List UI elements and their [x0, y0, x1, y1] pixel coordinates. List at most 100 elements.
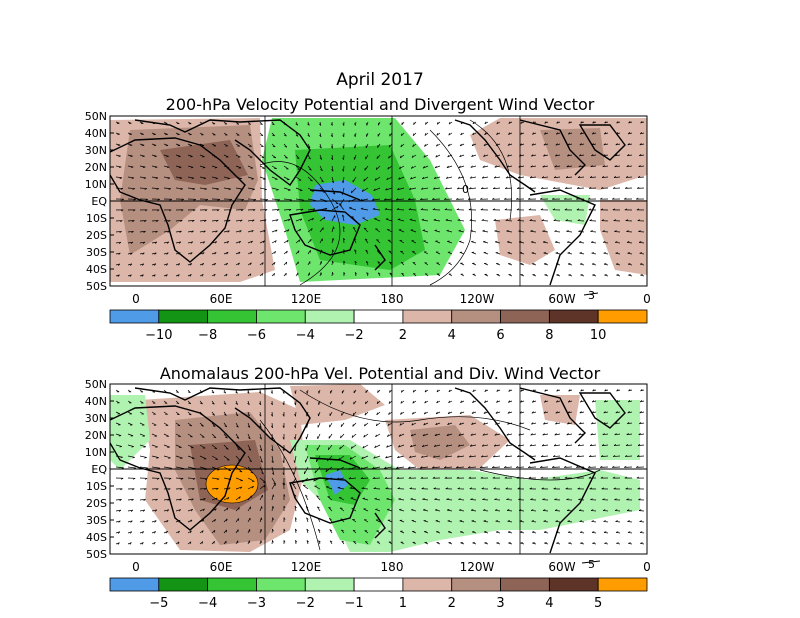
wind-vector — [601, 444, 609, 447]
wind-vector-head — [421, 455, 424, 458]
wind-vector-head — [576, 208, 580, 211]
wind-vector — [354, 154, 357, 160]
wind-vector-head — [321, 180, 324, 183]
wind-vector-head — [270, 425, 273, 428]
wind-vector-head — [216, 209, 220, 212]
wind-vector-head — [282, 472, 285, 475]
wind-vector — [331, 226, 334, 233]
wind-vector-head — [459, 411, 462, 414]
wind-vector-head — [410, 433, 413, 437]
wind-vector-head — [544, 263, 547, 265]
wind-vector — [482, 433, 489, 436]
wind-vector-head — [624, 465, 627, 468]
wind-vector — [187, 219, 195, 222]
wind-vector — [115, 444, 122, 447]
wind-vector — [316, 444, 321, 451]
wind-vector — [591, 252, 597, 255]
wind-vector-head — [157, 198, 160, 201]
wind-vector — [199, 444, 206, 449]
wind-vector — [127, 433, 134, 437]
wind-vector — [247, 219, 255, 222]
wind-vector-head — [614, 509, 618, 511]
colorbar-swatch — [548, 577, 599, 592]
wind-vector — [422, 498, 429, 501]
wind-vector-head — [638, 241, 642, 243]
wind-vector-head — [251, 485, 254, 489]
wind-vector-head — [482, 229, 485, 232]
wind-vector-head — [604, 389, 607, 392]
wind-vector — [247, 176, 254, 180]
wind-vector-head — [529, 219, 533, 221]
wind-vector — [328, 444, 333, 450]
wind-vector-head — [614, 230, 617, 232]
lat-label: 30S — [86, 246, 107, 259]
wind-vector-head — [530, 498, 533, 500]
panel-1-title: 200-hPa Velocity Potential and Divergent… — [165, 95, 595, 114]
wind-vector-head — [201, 263, 205, 266]
wind-vector — [362, 444, 369, 449]
wind-vector-head — [495, 240, 498, 243]
wind-vector-head — [552, 186, 556, 189]
wind-vector-head — [494, 165, 497, 168]
wind-vector — [495, 422, 501, 425]
wind-vector-head — [601, 219, 605, 221]
wind-vector-head — [129, 263, 133, 266]
wind-vector — [115, 509, 121, 512]
wind-vector — [397, 187, 405, 191]
wind-vector — [398, 176, 405, 180]
wind-vector-head — [337, 486, 341, 489]
lat-label: EQ — [91, 195, 107, 208]
wind-vector-head — [319, 146, 322, 149]
wind-vector-head — [154, 252, 157, 255]
wind-vector — [639, 242, 645, 244]
wind-vector — [589, 444, 597, 447]
wind-vector-head — [600, 197, 603, 200]
wind-vector — [423, 422, 429, 426]
wind-vector-head — [117, 144, 121, 147]
wind-vector — [531, 422, 537, 425]
wind-vector — [223, 187, 231, 190]
wind-vector-head — [282, 391, 285, 394]
wind-vector-head — [118, 252, 121, 255]
wind-vector-head — [363, 434, 366, 438]
wind-vector-head — [567, 422, 570, 425]
wind-vector-head — [177, 263, 181, 266]
wind-vector — [211, 455, 219, 460]
wind-vector — [283, 165, 289, 170]
wind-vector-head — [495, 531, 499, 533]
wind-vector-head — [507, 154, 510, 157]
wind-vector — [247, 198, 256, 200]
panel-2-shading — [110, 384, 645, 554]
wind-vector — [331, 215, 336, 222]
wind-vector-head — [507, 240, 510, 243]
wind-vector-head — [117, 263, 121, 266]
wind-vector-head — [296, 146, 299, 148]
wind-vector-head — [508, 389, 511, 392]
wind-vector-head — [215, 230, 218, 233]
wind-vector-head — [364, 238, 368, 241]
lon-label: 60E — [210, 560, 233, 574]
wind-vector — [543, 241, 549, 244]
p1-coastlines — [110, 119, 626, 286]
wind-vector-head — [470, 509, 474, 511]
wind-vector-head — [324, 208, 328, 211]
wind-vector-head — [493, 219, 497, 221]
wind-vector — [638, 165, 645, 168]
wind-vector — [530, 165, 537, 168]
colorbar-swatch — [451, 577, 501, 592]
wind-vector-head — [471, 531, 475, 533]
colorbar-label: −8 — [198, 328, 217, 343]
wind-vector-head — [615, 531, 619, 533]
wind-vector — [529, 176, 537, 179]
wind-vector-head — [552, 197, 555, 200]
wind-vector-head — [332, 238, 335, 241]
wind-vector-head — [627, 263, 631, 265]
colorbar-swatch — [500, 309, 550, 324]
wind-vector-head — [424, 133, 427, 136]
wind-vector-head — [342, 168, 344, 172]
wind-vector-head — [270, 414, 273, 417]
wind-vector — [259, 494, 263, 501]
wind-vector — [482, 230, 489, 233]
